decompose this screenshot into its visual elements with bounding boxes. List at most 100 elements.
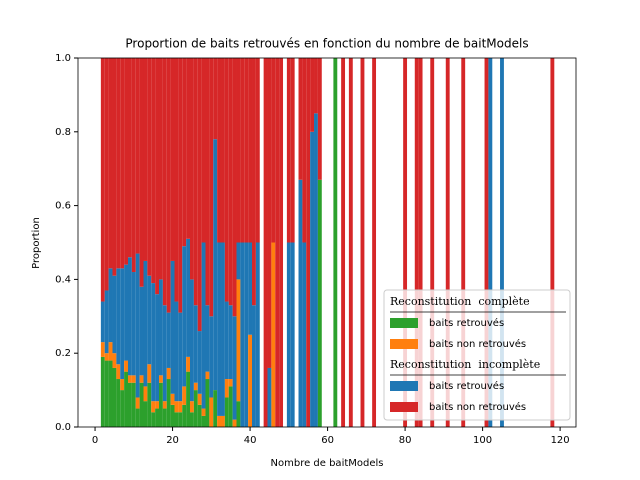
bar-segment xyxy=(286,58,291,243)
bar-segment xyxy=(217,415,222,427)
bar-segment xyxy=(162,401,167,409)
bar-segment xyxy=(236,279,241,402)
bar-segment xyxy=(310,58,315,132)
bar-segment xyxy=(139,286,144,376)
bar-segment xyxy=(127,375,132,383)
bar-segment xyxy=(158,58,163,280)
x-tick-label: 120 xyxy=(551,435,570,446)
bar-segment xyxy=(112,367,117,427)
bar-segment xyxy=(174,401,179,413)
x-axis-label: Nombre de baitModels xyxy=(271,458,384,469)
bar-segment xyxy=(166,379,171,427)
legend-title: Reconstitution complète xyxy=(390,295,530,308)
bar-segment xyxy=(124,264,128,361)
bar-segment xyxy=(228,379,233,387)
bar-segment xyxy=(201,242,206,409)
bar-segment xyxy=(166,58,171,313)
bar-segment xyxy=(112,58,117,276)
bar-segment xyxy=(205,379,210,427)
bar-segment xyxy=(116,58,121,269)
bar-segment xyxy=(147,382,152,427)
bar-segment xyxy=(135,397,140,409)
bar-segment xyxy=(104,58,109,291)
legend-swatch xyxy=(390,402,418,412)
bar-segment xyxy=(124,360,128,372)
legend-swatch xyxy=(390,381,418,391)
bar-segment xyxy=(147,58,152,276)
bar-segment xyxy=(135,408,140,427)
x-tick-label: 100 xyxy=(473,435,492,446)
bar-segment xyxy=(155,294,159,402)
bar-segment xyxy=(414,58,419,427)
bar-segment xyxy=(182,58,187,247)
bar-segment xyxy=(205,305,210,372)
bar-segment xyxy=(244,242,249,427)
bar-segment xyxy=(224,379,229,398)
legend-swatch xyxy=(390,339,418,349)
bar-segment xyxy=(430,58,435,427)
bar-segment xyxy=(221,242,225,416)
bar-segment xyxy=(155,401,159,409)
bar-segment xyxy=(255,58,260,243)
bar-segment xyxy=(120,268,125,380)
bar-segment xyxy=(166,312,171,368)
bar-segment xyxy=(135,58,140,254)
bar-segment xyxy=(333,58,338,427)
bar-segment xyxy=(166,367,171,380)
bar-segment xyxy=(151,412,156,427)
bar-segment xyxy=(108,342,113,361)
bar-segment xyxy=(112,353,117,368)
bar-segment xyxy=(139,375,144,383)
y-tick-label: 0.0 xyxy=(55,422,71,433)
y-axis-label: Proportion xyxy=(31,217,42,269)
bar-segment xyxy=(244,58,249,243)
x-tick-label: 40 xyxy=(244,435,257,446)
bar-segment xyxy=(403,58,408,427)
bar-segment xyxy=(162,305,167,402)
bar-segment xyxy=(127,382,132,427)
bar-segment xyxy=(143,386,148,402)
bar-segment xyxy=(155,408,159,427)
bar-segment xyxy=(104,290,109,354)
bar-segment xyxy=(290,58,295,243)
bar-segment xyxy=(418,58,423,427)
bar-segment xyxy=(147,364,152,383)
bar-segment xyxy=(232,58,237,317)
bar-segment xyxy=(127,58,132,258)
bar-segment xyxy=(201,415,206,427)
bar-segment xyxy=(104,360,109,427)
bar-segment xyxy=(302,242,307,427)
y-tick-label: 0.2 xyxy=(55,348,71,359)
bar-segment xyxy=(100,342,105,357)
bar-segment xyxy=(182,246,187,387)
plot-frame xyxy=(77,57,577,428)
bar-segment xyxy=(298,179,303,427)
bar-segment xyxy=(232,316,237,420)
bar-segment xyxy=(205,371,210,380)
bar-segment xyxy=(209,397,214,427)
bar-segment xyxy=(190,58,194,280)
bar-segment xyxy=(461,58,466,427)
bar-segment xyxy=(193,305,198,383)
bar-segment xyxy=(271,242,276,427)
bar-segment xyxy=(298,58,303,180)
bar-segment xyxy=(201,58,206,243)
y-tick-label: 1.0 xyxy=(55,53,71,64)
bar-segment xyxy=(240,242,245,427)
bar-segment xyxy=(120,58,125,269)
y-tick-label: 0.6 xyxy=(55,201,71,212)
bar-segment xyxy=(302,58,307,243)
bar-segment xyxy=(271,58,276,243)
bar-segment xyxy=(108,268,113,343)
legend-title: Reconstitution incomplète xyxy=(390,358,540,371)
bar-segment xyxy=(550,58,555,427)
bar-segment xyxy=(348,58,353,427)
bar-segment xyxy=(178,412,183,427)
bar-segment xyxy=(116,379,121,427)
bar-segment xyxy=(151,283,156,402)
bar-segment xyxy=(155,58,159,295)
bar-segment xyxy=(170,404,175,427)
bar-segment xyxy=(224,58,229,302)
bar-segment xyxy=(290,242,295,427)
